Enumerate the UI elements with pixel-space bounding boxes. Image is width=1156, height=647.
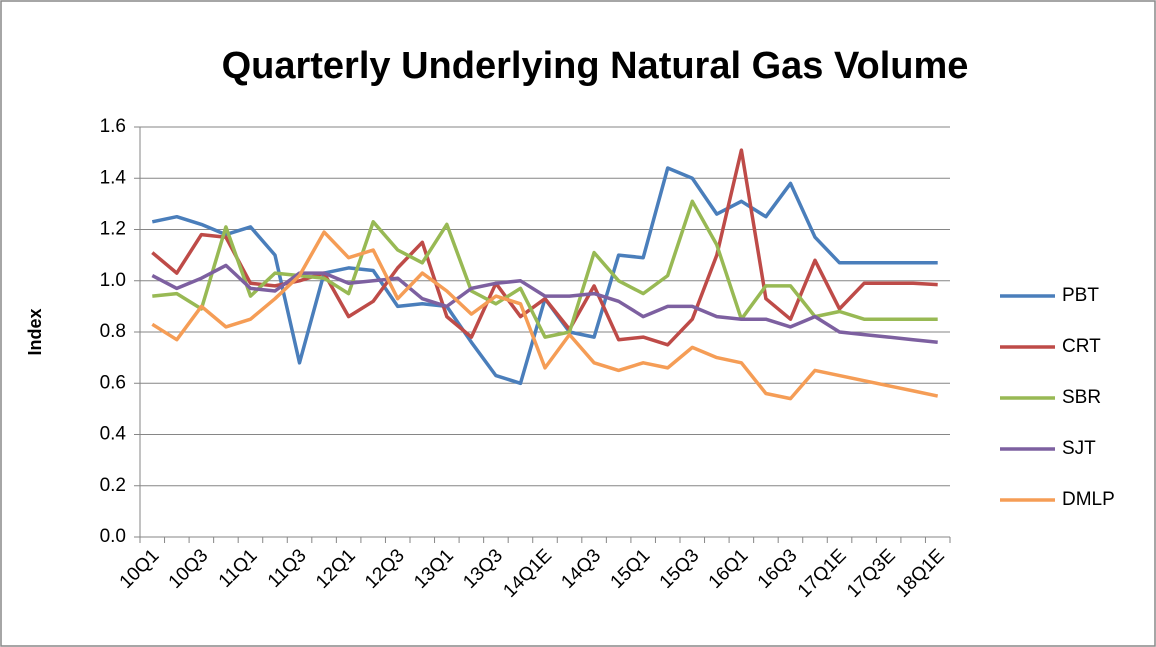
y-tick-label: 0.6 [100,372,126,393]
y-tick-label: 0.0 [100,526,126,547]
legend-label: CRT [1062,336,1101,357]
legend-label: SBR [1062,387,1101,408]
series-line [151,230,939,401]
y-tick-label: 1.0 [100,270,126,291]
y-tick-label: 0.4 [100,424,127,445]
chart-title: Quarterly Underlying Natural Gas Volume [222,45,969,87]
legend-label: SJT [1062,438,1096,459]
y-tick-label: 1.6 [100,116,126,137]
y-tick-label: 0.2 [100,475,126,496]
y-axis-label: Index [25,308,45,355]
y-tick-label: 1.4 [100,167,127,188]
legend-label: DMLP [1062,489,1115,510]
y-tick-label: 0.8 [100,321,126,342]
series-line [151,263,938,345]
y-tick-label: 1.2 [100,219,126,240]
series-line [152,199,938,339]
legend-label: PBT [1062,285,1099,306]
